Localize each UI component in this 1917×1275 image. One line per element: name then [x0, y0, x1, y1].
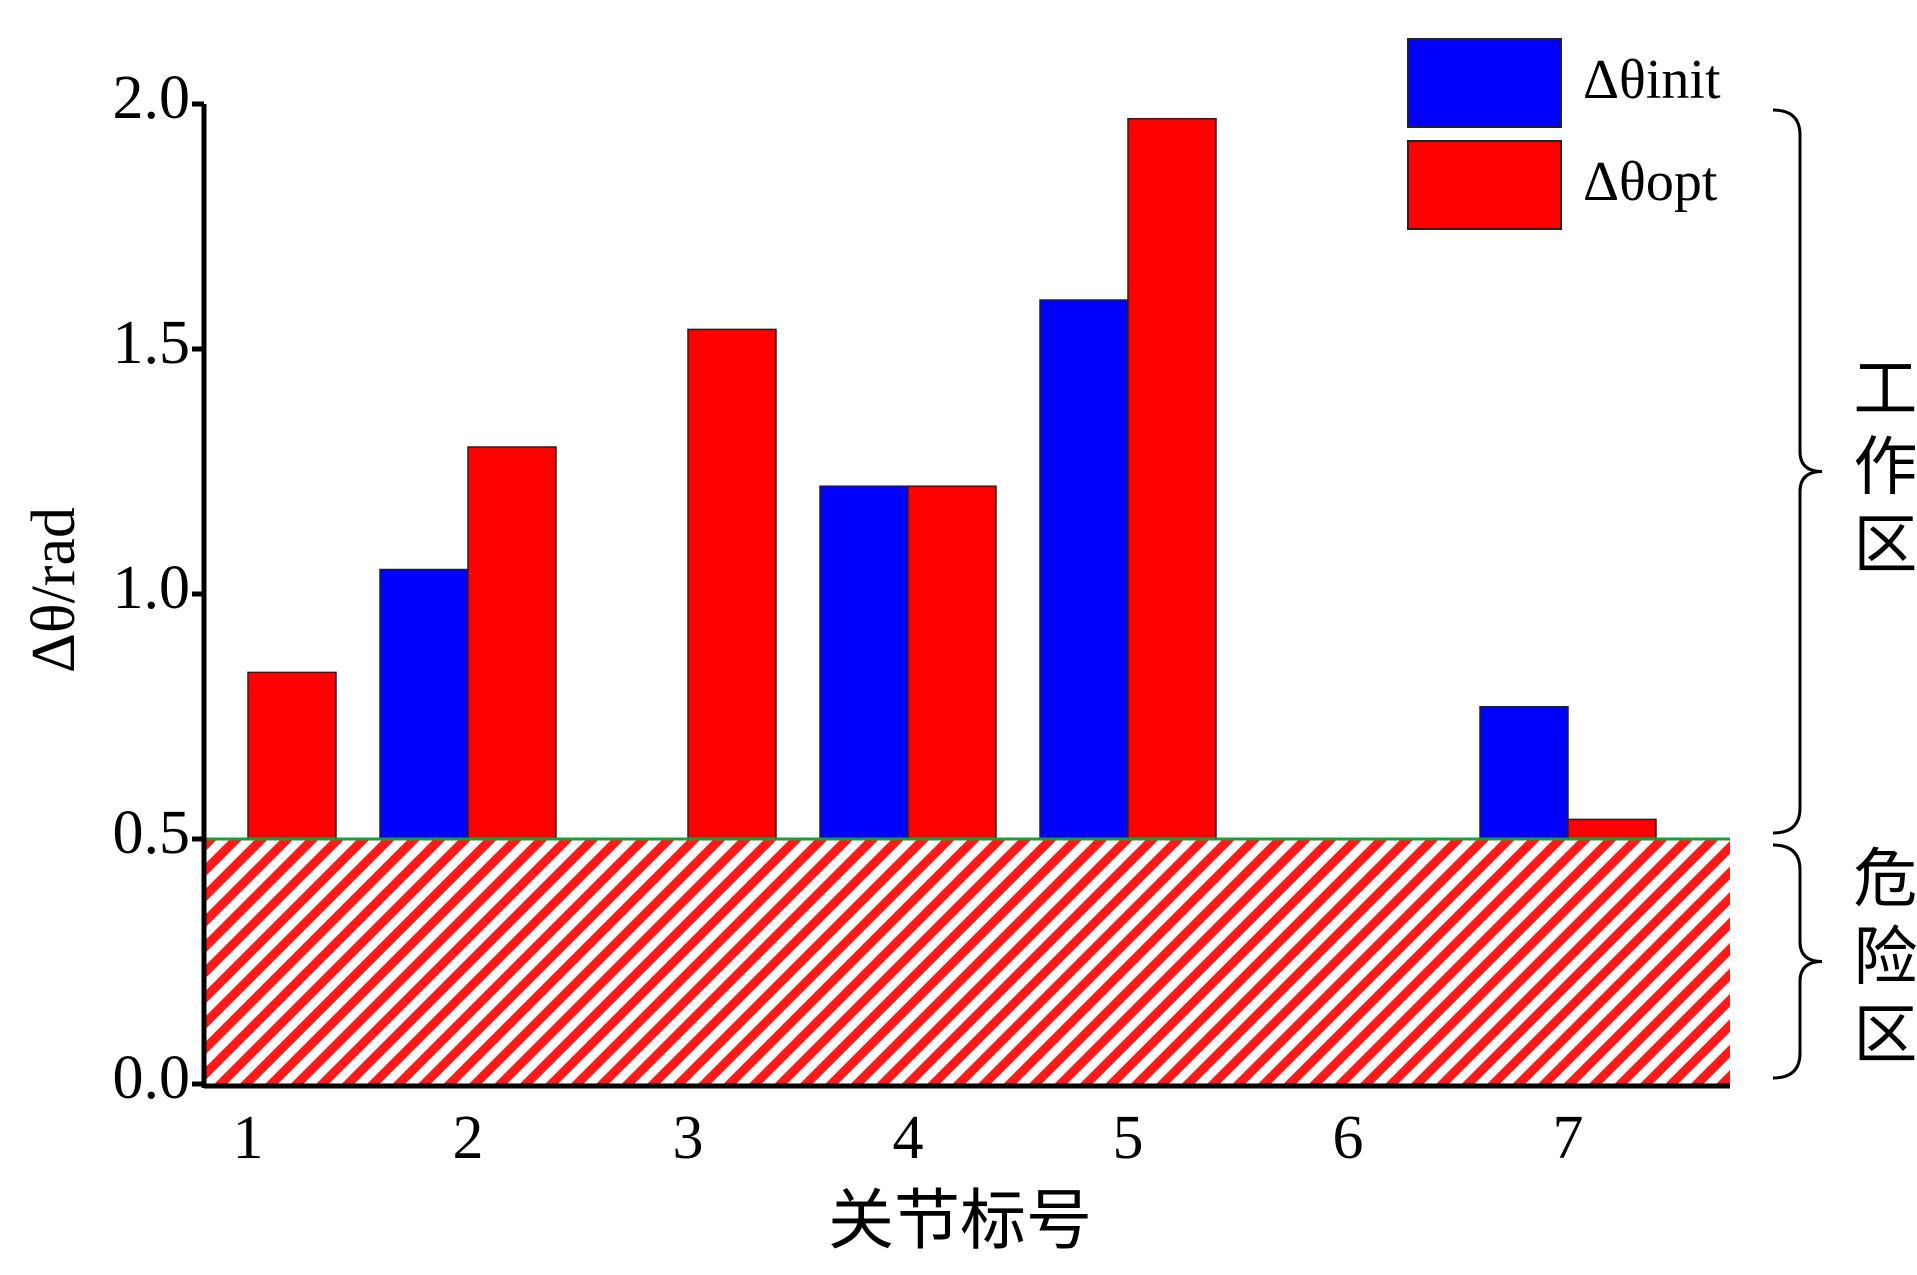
x-tick-label: 3 [673, 1104, 704, 1172]
legend-label: Δθinit [1583, 49, 1721, 111]
brace [1772, 843, 1823, 1080]
y-tick-label: 2.0 [113, 64, 191, 132]
y-tick-label: 0.0 [113, 1044, 191, 1112]
brace [1772, 108, 1823, 835]
zone-label: 工作区 [1842, 355, 1916, 589]
zone-label: 危险区 [1842, 845, 1916, 1079]
x-tick-label: 1 [233, 1104, 264, 1172]
y-tick-label: 1.0 [113, 554, 191, 622]
legend-swatch [1407, 38, 1562, 128]
legend-label: Δθopt [1583, 151, 1718, 213]
x-axis-label: 关节标号 [828, 1182, 1092, 1259]
y-tick-label: 1.5 [113, 309, 191, 377]
y-axis-label: Δθ/rad [20, 507, 88, 673]
x-tick-label: 7 [1553, 1104, 1584, 1172]
x-tick-label: 5 [1113, 1104, 1144, 1172]
x-tick-label: 2 [453, 1104, 484, 1172]
legend-swatch [1407, 140, 1562, 230]
x-tick-label: 4 [893, 1104, 924, 1172]
x-tick-label: 6 [1333, 1104, 1364, 1172]
danger-zone [204, 839, 1730, 1084]
y-tick-label: 0.5 [113, 799, 191, 867]
